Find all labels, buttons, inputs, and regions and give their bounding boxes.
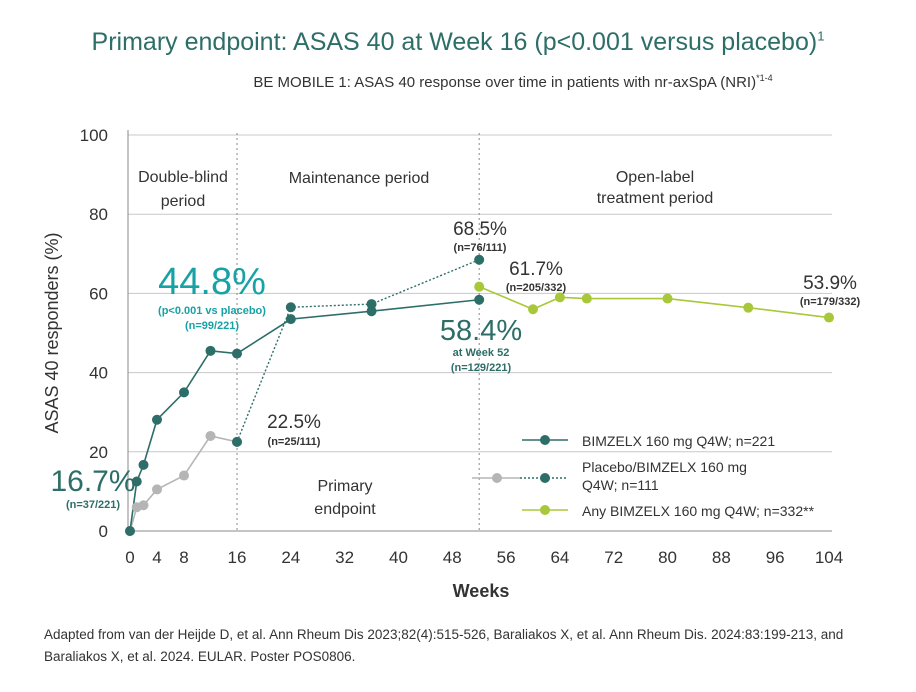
period-label-maintenance: Maintenance period <box>289 170 430 187</box>
legend-placebo-switch-marker <box>540 473 550 483</box>
x-tick-label-104: 104 <box>815 548 843 567</box>
x-tick-label-80: 80 <box>658 548 677 567</box>
annotation-22-5-value: 22.5% <box>267 412 321 433</box>
series-bimzelx-line <box>129 298 480 532</box>
annotation-68-5-value: 68.5% <box>453 219 507 240</box>
annotation-68-5-detail-0: (n=76/111) <box>454 242 507 254</box>
x-tick-label-40: 40 <box>389 548 408 567</box>
placebo-switch-point-wk24 <box>285 302 296 313</box>
y-tick-label-40: 40 <box>89 364 108 383</box>
period-label-open-label-l2: treatment period <box>597 190 714 207</box>
bimzelx-point-wk4 <box>152 414 162 425</box>
x-tick-label-4: 4 <box>152 548 161 567</box>
annotation-44-8-detail-1: (n=99/221) <box>185 320 239 332</box>
annotation-16-7-detail-0: (n=37/221) <box>66 499 120 511</box>
legend-openlabel-marker <box>540 505 550 515</box>
annotation-16-7-value: 16.7% <box>50 465 135 498</box>
legend-openlabel-label: Any BIMZELX 160 mg Q4W; n=332** <box>582 503 815 519</box>
primary-endpoint-label-l1: Primary <box>317 478 372 495</box>
primary-endpoint-label-l2: endpoint <box>314 501 376 518</box>
y-tick-label-60: 60 <box>89 284 108 303</box>
bimzelx-point-wk16 <box>232 348 242 359</box>
placebo-switch-point-wk36 <box>366 299 377 310</box>
bimzelx-point-wk8 <box>179 387 189 398</box>
y-tick-label-0: 0 <box>99 522 108 541</box>
y-tick-label-80: 80 <box>89 205 108 224</box>
bimzelx-point-wk0 <box>125 526 135 536</box>
chart-subtitle: BE MOBILE 1: ASAS 40 response over time … <box>253 73 773 91</box>
y-tick-label-100: 100 <box>80 126 108 145</box>
annotation-44-8-value: 44.8% <box>158 261 266 303</box>
bimzelx-point-wk52 <box>474 294 485 305</box>
x-tick-label-48: 48 <box>443 548 462 567</box>
annotation-53-9-detail-0: (n=179/332) <box>800 296 861 308</box>
placebo-point-wk12 <box>205 430 216 441</box>
bimzelx-point-wk2 <box>138 459 149 470</box>
x-axis-title: Weeks <box>453 581 510 601</box>
bimzelx-point-wk24 <box>285 314 296 325</box>
period-label-open-label-l1: Open-label <box>616 169 694 186</box>
bimzelx-point-wk12 <box>205 345 216 356</box>
annotation-58-4-detail-0: at Week 52 <box>453 347 510 359</box>
annotation-58-4-detail-1: (n=129/221) <box>451 362 512 374</box>
y-axis-title: ASAS 40 responders (%) <box>42 232 62 433</box>
period-label-double-blind-l1: Double-blind <box>138 169 228 186</box>
placebo-point-wk4 <box>152 484 162 495</box>
series-placebo-switch-line <box>236 259 480 443</box>
x-tick-label-88: 88 <box>712 548 731 567</box>
openlabel-point-wk68 <box>581 293 592 304</box>
annotation-53-9-value: 53.9% <box>803 273 857 294</box>
openlabel-point-wk52 <box>474 281 485 292</box>
openlabel-point-wk92 <box>743 302 754 313</box>
openlabel-point-wk60 <box>528 304 538 315</box>
x-tick-label-96: 96 <box>766 548 785 567</box>
legend-placebo-label-l1: Placebo/BIMZELX 160 mg <box>582 459 747 475</box>
placebo-switch-point-wk52 <box>474 254 485 265</box>
x-tick-label-64: 64 <box>550 548 569 567</box>
period-label-double-blind-l2: period <box>161 193 205 210</box>
openlabel-point-wk64 <box>554 292 565 303</box>
y-tick-label-20: 20 <box>89 443 108 462</box>
openlabel-point-wk80 <box>662 293 673 304</box>
annotation-58-4-value: 58.4% <box>440 315 522 347</box>
annotation-22-5-detail-0: (n=25/111) <box>268 436 321 448</box>
annotation-44-8-detail-0: (p<0.001 vs placebo) <box>158 305 266 317</box>
bimzelx-point-wk1 <box>131 476 142 487</box>
openlabel-point-wk104 <box>824 312 834 323</box>
x-tick-label-24: 24 <box>281 548 300 567</box>
legend-placebo-label-l2: Q4W; n=111 <box>582 477 659 493</box>
bimzelx-point-wk36 <box>366 306 377 317</box>
placebo-switch-point-wk16 <box>232 436 242 447</box>
annotation-61-7-value: 61.7% <box>509 259 563 280</box>
placebo-point-wk8 <box>179 470 189 481</box>
x-tick-label-8: 8 <box>179 548 188 567</box>
annotation-61-7-detail-0: (n=205/332) <box>506 282 567 294</box>
legend-placebo-marker <box>492 473 502 483</box>
legend-bimzelx-label: BIMZELX 160 mg Q4W; n=221 <box>582 433 775 449</box>
x-tick-label-72: 72 <box>604 548 623 567</box>
x-tick-label-56: 56 <box>497 548 516 567</box>
x-tick-label-0: 0 <box>125 548 134 567</box>
x-tick-label-16: 16 <box>228 548 247 567</box>
placebo-point-wk2 <box>138 500 149 511</box>
source-citation: Adapted from van der Heijde D, et al. An… <box>44 627 844 664</box>
series-placebo-line <box>129 435 238 532</box>
chart-title: Primary endpoint: ASAS 40 at Week 16 (p<… <box>91 28 825 56</box>
legend-bimzelx-marker <box>540 435 550 445</box>
x-tick-label-32: 32 <box>335 548 354 567</box>
